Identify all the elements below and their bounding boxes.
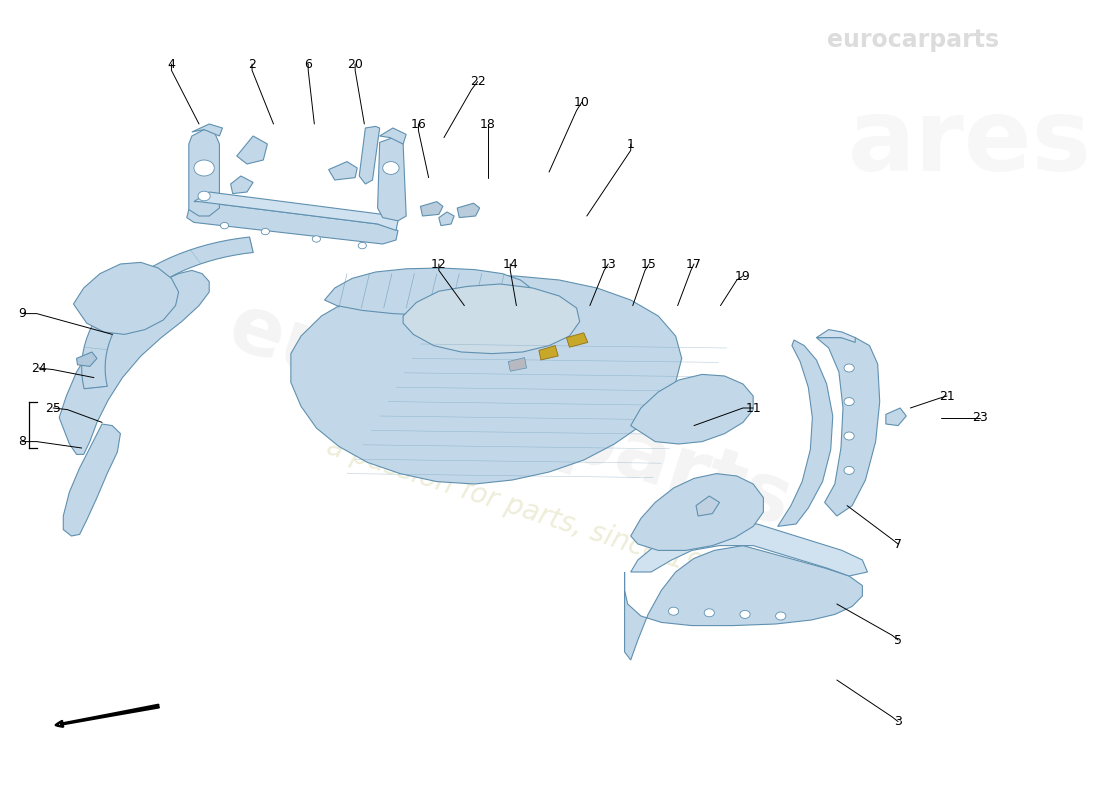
Circle shape xyxy=(194,160,214,176)
Text: 12: 12 xyxy=(431,258,447,270)
Polygon shape xyxy=(886,408,906,426)
Text: 1: 1 xyxy=(627,138,635,150)
Polygon shape xyxy=(81,237,253,389)
Circle shape xyxy=(312,236,320,242)
Circle shape xyxy=(220,222,229,229)
Text: 23: 23 xyxy=(972,411,988,424)
Polygon shape xyxy=(324,268,530,315)
Circle shape xyxy=(844,364,855,372)
Circle shape xyxy=(704,609,714,617)
Text: 3: 3 xyxy=(894,715,902,728)
Polygon shape xyxy=(458,203,480,218)
Polygon shape xyxy=(74,262,178,334)
Polygon shape xyxy=(625,546,862,660)
Polygon shape xyxy=(403,284,580,354)
Polygon shape xyxy=(630,474,763,550)
Text: 18: 18 xyxy=(480,118,496,130)
Text: 9: 9 xyxy=(19,307,26,320)
Polygon shape xyxy=(191,124,222,136)
Text: 5: 5 xyxy=(894,634,902,646)
Text: 22: 22 xyxy=(470,75,485,88)
Polygon shape xyxy=(189,130,219,216)
Polygon shape xyxy=(630,524,868,576)
Polygon shape xyxy=(377,138,406,221)
Polygon shape xyxy=(630,374,754,444)
Circle shape xyxy=(776,612,785,620)
Polygon shape xyxy=(420,202,443,216)
Text: 19: 19 xyxy=(735,270,751,282)
Circle shape xyxy=(359,242,366,249)
Text: 24: 24 xyxy=(31,362,46,374)
Text: 6: 6 xyxy=(305,58,312,70)
Circle shape xyxy=(383,162,399,174)
Polygon shape xyxy=(379,128,406,144)
Polygon shape xyxy=(816,338,880,516)
Polygon shape xyxy=(194,192,398,230)
Polygon shape xyxy=(64,424,120,536)
Polygon shape xyxy=(187,202,398,244)
Circle shape xyxy=(262,228,270,234)
Text: 2: 2 xyxy=(249,58,256,70)
Circle shape xyxy=(198,191,210,201)
Text: 4: 4 xyxy=(167,58,175,70)
Text: 25: 25 xyxy=(45,402,60,414)
Polygon shape xyxy=(696,496,719,516)
Polygon shape xyxy=(539,346,558,360)
Circle shape xyxy=(844,466,855,474)
Polygon shape xyxy=(439,212,454,226)
Text: 20: 20 xyxy=(348,58,363,70)
Text: 14: 14 xyxy=(503,258,518,270)
Circle shape xyxy=(844,432,855,440)
Polygon shape xyxy=(231,176,253,194)
Polygon shape xyxy=(816,330,855,342)
Text: 16: 16 xyxy=(410,118,427,130)
Text: 11: 11 xyxy=(746,402,761,414)
Text: 10: 10 xyxy=(574,96,590,109)
Text: eurocarparts: eurocarparts xyxy=(827,28,1000,52)
Polygon shape xyxy=(77,352,97,366)
Polygon shape xyxy=(566,333,587,347)
Polygon shape xyxy=(360,126,379,184)
Text: 17: 17 xyxy=(686,258,702,270)
Text: eurocarparts: eurocarparts xyxy=(219,288,802,544)
Polygon shape xyxy=(778,340,833,526)
Polygon shape xyxy=(290,276,682,484)
Text: 7: 7 xyxy=(894,538,902,550)
Text: 15: 15 xyxy=(641,258,657,270)
Polygon shape xyxy=(236,136,267,164)
Circle shape xyxy=(669,607,679,615)
Text: 21: 21 xyxy=(939,390,955,402)
Polygon shape xyxy=(329,162,358,180)
Polygon shape xyxy=(59,270,209,454)
Polygon shape xyxy=(508,358,527,371)
Text: 8: 8 xyxy=(19,435,26,448)
Circle shape xyxy=(740,610,750,618)
Text: 13: 13 xyxy=(601,258,616,270)
Text: ares: ares xyxy=(847,95,1091,193)
Text: a passion for parts, since 1985: a passion for parts, since 1985 xyxy=(322,433,739,591)
Circle shape xyxy=(844,398,855,406)
